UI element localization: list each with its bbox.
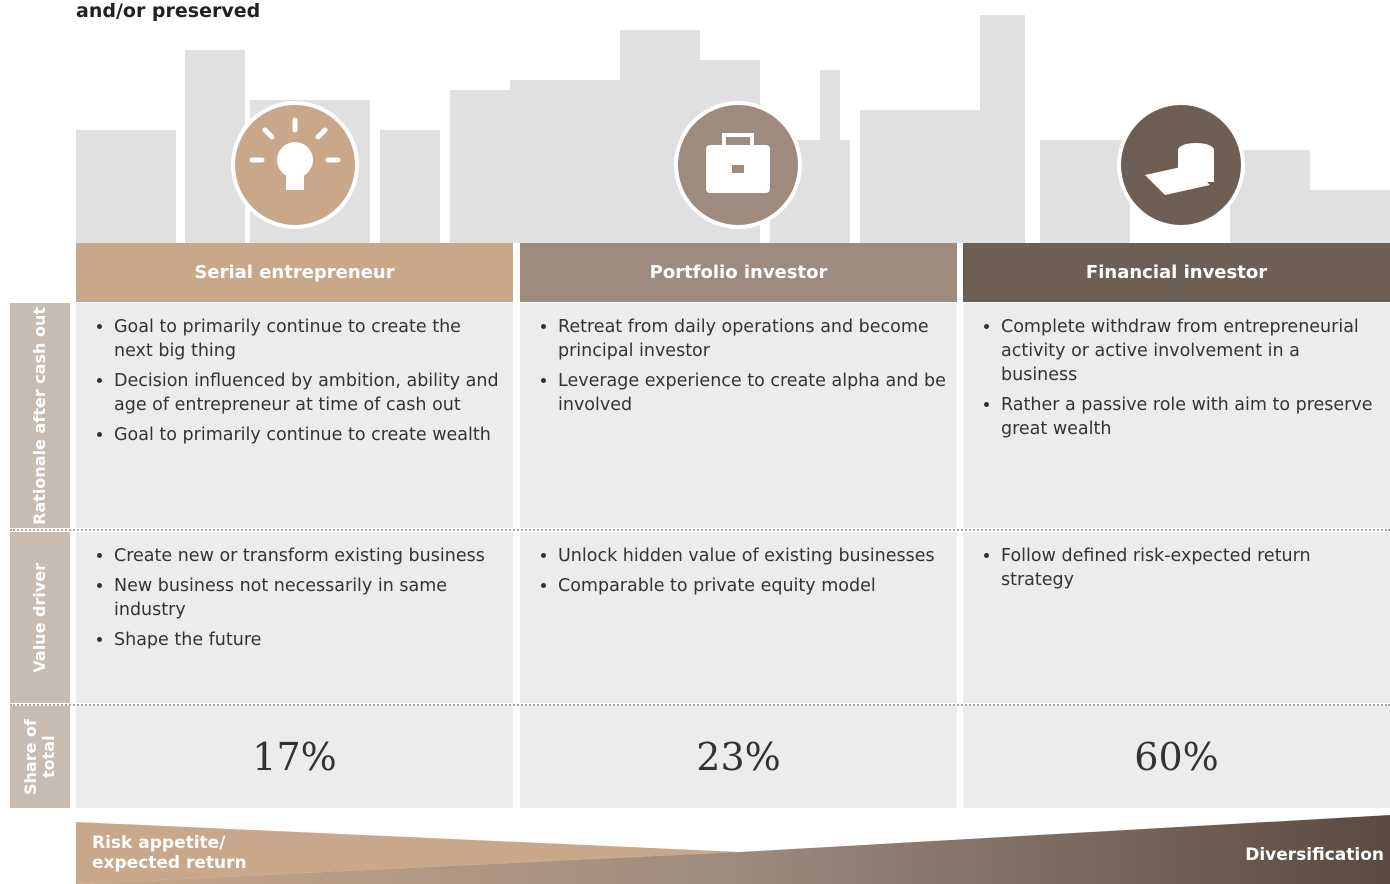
share-value: 23% <box>520 706 957 808</box>
separator <box>10 529 1390 531</box>
bullet-list: Create new or transform existing busines… <box>86 544 503 652</box>
column-header: Financial investor <box>963 243 1390 302</box>
cell: Follow defined risk-expected return stra… <box>963 532 1390 703</box>
row-label-text: Share of total <box>21 719 58 795</box>
bullet: Decision influenced by ambition, ability… <box>114 369 503 417</box>
bullet: Unlock hidden value of existing business… <box>558 544 947 568</box>
row-label: Rationale after cash out <box>10 303 70 528</box>
bullet-list: Retreat from daily operations and become… <box>530 315 947 417</box>
row-label: Value driver <box>10 532 70 703</box>
footer-left: Risk appetite/ expected return <box>92 833 247 873</box>
row-label-text: Rationale after cash out <box>30 306 49 525</box>
column-header: Serial entrepreneur <box>76 243 513 302</box>
column-header: Portfolio investor <box>520 243 957 302</box>
cell: Create new or transform existing busines… <box>76 532 513 703</box>
separator <box>10 704 1390 706</box>
cell: Complete withdraw from entrepreneurial a… <box>963 303 1390 528</box>
bullet: Follow defined risk-expected return stra… <box>1001 544 1380 592</box>
bullet: Complete withdraw from entrepreneurial a… <box>1001 315 1380 387</box>
bullet-list: Unlock hidden value of existing business… <box>530 544 947 598</box>
cell: Retreat from daily operations and become… <box>520 303 957 528</box>
share-value: 17% <box>76 706 513 808</box>
bullet: Leverage experience to create alpha and … <box>558 369 947 417</box>
bullet: Goal to primarily continue to create wea… <box>114 423 503 447</box>
bullet: Goal to primarily continue to create the… <box>114 315 503 363</box>
bullet-list: Goal to primarily continue to create the… <box>86 315 503 447</box>
bullet: Shape the future <box>114 628 503 652</box>
bullet-list: Complete withdraw from entrepreneurial a… <box>973 315 1380 441</box>
cell: Unlock hidden value of existing business… <box>520 532 957 703</box>
row-label-text: Value driver <box>30 562 49 673</box>
bullet: Rather a passive role with aim to preser… <box>1001 393 1380 441</box>
cell: Goal to primarily continue to create the… <box>76 303 513 528</box>
bullet: Retreat from daily operations and become… <box>558 315 947 363</box>
bullet: Comparable to private equity model <box>558 574 947 598</box>
bullet: New business not necessarily in same ind… <box>114 574 503 622</box>
page-title: and/or preserved <box>76 0 261 22</box>
bullet: Create new or transform existing busines… <box>114 544 503 568</box>
share-value: 60% <box>963 706 1390 808</box>
row-label: Share of total <box>10 706 70 808</box>
footer-right: Diversification <box>1245 845 1384 865</box>
bullet-list: Follow defined risk-expected return stra… <box>973 544 1380 592</box>
